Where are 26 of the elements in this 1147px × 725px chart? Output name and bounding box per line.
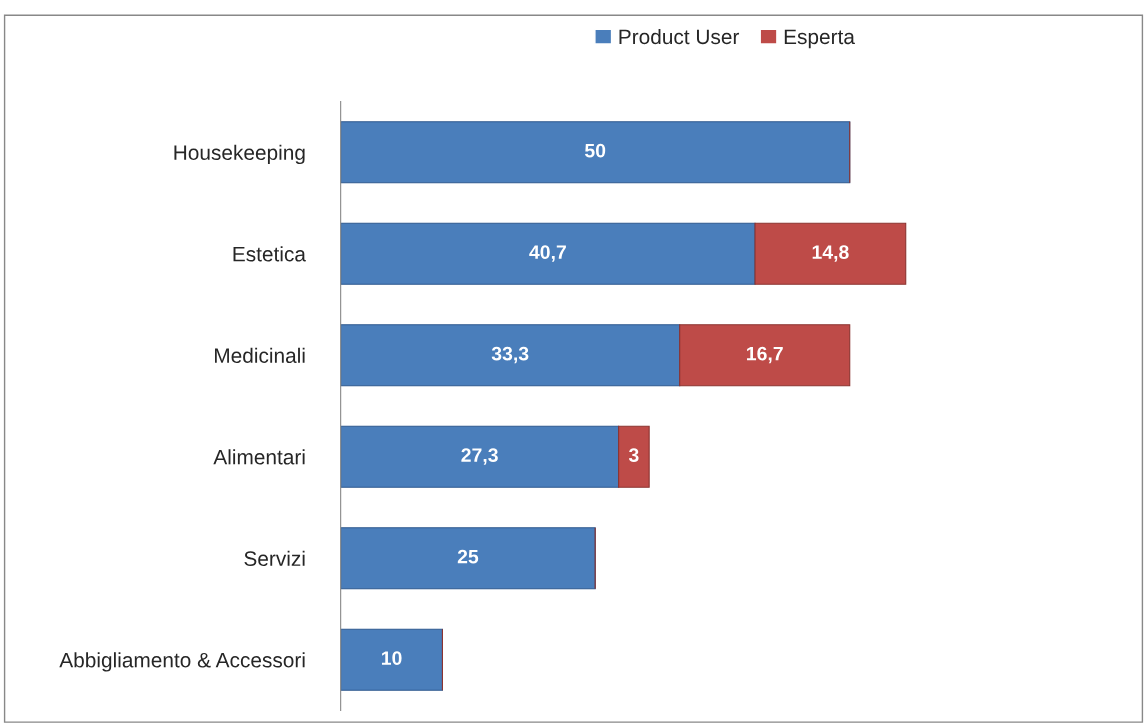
data-label: 16,7 <box>747 346 783 364</box>
data-label: 33,3 <box>491 346 529 364</box>
data-label: 10 <box>381 651 402 665</box>
data-label: 25 <box>457 549 479 564</box>
bar <box>340 628 444 691</box>
bar <box>340 222 756 285</box>
bar <box>679 324 851 387</box>
y-tick-label: Alimentari <box>213 449 305 465</box>
legend-label: Esperta <box>784 29 855 49</box>
data-label: 3 <box>628 448 639 462</box>
bar <box>754 222 907 285</box>
y-tick-label: Servizi <box>244 550 305 566</box>
data-label: 14,8 <box>812 245 849 262</box>
bar <box>340 527 596 590</box>
y-tick-label: Estetica <box>233 246 306 262</box>
y-tick-label: Housekeeping <box>174 144 305 165</box>
y-tick-label: Medicinali <box>215 347 305 363</box>
bar <box>618 425 650 488</box>
data-label: 40,7 <box>529 245 566 262</box>
bar <box>340 121 851 184</box>
bar <box>340 425 620 488</box>
data-label: 27,3 <box>461 448 498 465</box>
y-tick-label: Abbigliamento & Accessori <box>59 652 305 672</box>
bar <box>340 324 681 387</box>
data-label: 50 <box>584 143 606 158</box>
legend-label: Product User <box>619 28 740 45</box>
